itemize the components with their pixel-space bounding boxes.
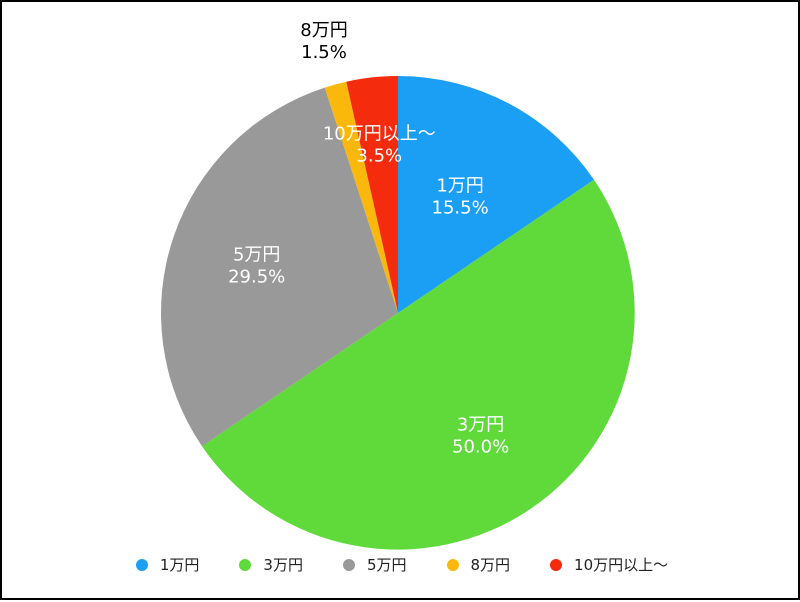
- legend-label: 3万円: [263, 556, 303, 574]
- legend-label: 8万円: [470, 556, 511, 574]
- slice-category-label: 5万円: [233, 245, 280, 266]
- pie-slice-3: [161, 87, 398, 447]
- legend-item-3: 5万円: [342, 554, 407, 575]
- legend-dot: [342, 558, 355, 571]
- slice-percent-label: 3.5%: [356, 145, 402, 166]
- legend-label: 10万円以上〜: [574, 556, 669, 574]
- pie-slice-2: [201, 179, 635, 550]
- slice-label-4: 8万円 1.5%: [300, 20, 347, 63]
- pie-slice-5: [346, 76, 398, 313]
- slice-category-label: 8万円: [300, 20, 347, 41]
- slice-percent-label: 1.5%: [301, 42, 347, 63]
- legend-label: 1万円: [159, 556, 200, 574]
- slice-percent-label: 50.0%: [452, 437, 509, 458]
- slice-percent-label: 15.5%: [432, 198, 489, 219]
- legend-dot: [239, 558, 252, 571]
- slice-percent-label: 29.5%: [228, 267, 285, 288]
- slice-category-label: 3万円: [457, 415, 504, 436]
- pie-slice-4: [324, 81, 398, 314]
- legend-dot: [550, 558, 563, 571]
- slice-label-5: 10万円以上〜 3.5%: [323, 123, 436, 166]
- legend-item-5: 10万円以上〜: [550, 554, 668, 575]
- legend-label: 5万円: [366, 556, 407, 574]
- legend-item-2: 3万円: [239, 554, 303, 575]
- slice-category-label: 10万円以上〜: [323, 123, 436, 144]
- slice-label-3: 5万円 29.5%: [228, 245, 285, 288]
- slice-label-1: 1万円 15.5%: [432, 176, 489, 219]
- slice-label-2: 3万円 50.0%: [452, 415, 509, 458]
- legend: 1万円 3万円 5万円 8万円 10万円以上〜: [2, 554, 800, 575]
- slice-category-label: 1万円: [436, 176, 483, 197]
- pie-slice-1: [398, 76, 595, 313]
- legend-item-1: 1万円: [135, 554, 200, 575]
- legend-dot: [446, 558, 459, 571]
- legend-dot: [135, 558, 148, 571]
- legend-item-4: 8万円: [446, 554, 511, 575]
